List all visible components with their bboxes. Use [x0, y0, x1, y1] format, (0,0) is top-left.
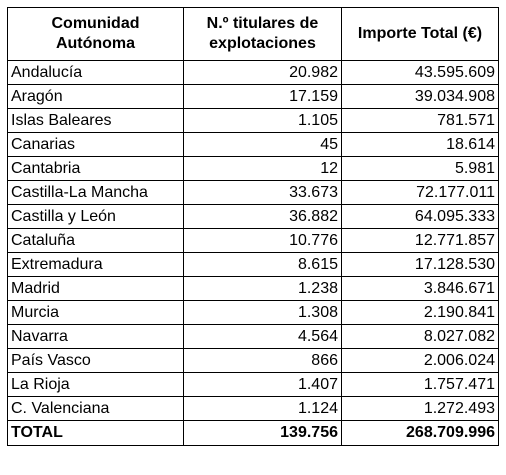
- cell-holders: 1.308: [183, 300, 342, 325]
- cell-amount: 43.595.609: [341, 60, 499, 85]
- cell-amount: 2.190.841: [341, 300, 499, 325]
- header-amount-label: Importe Total (€): [357, 25, 483, 42]
- cell-region: Andalucía: [7, 60, 184, 85]
- cell-region: Extremadura: [7, 252, 184, 277]
- cell-holders: 36.882: [183, 204, 342, 229]
- cell-region: Islas Baleares: [7, 108, 184, 133]
- cell-region: C. Valenciana: [7, 396, 184, 421]
- cell-holders: 12: [183, 156, 342, 181]
- cell-amount: 12.771.857: [341, 228, 499, 253]
- header-region-line-1: Comunidad: [51, 15, 140, 32]
- cell-region: Madrid: [7, 276, 184, 301]
- cell-amount: 64.095.333: [341, 204, 499, 229]
- cell-amount: 17.128.530: [341, 252, 499, 277]
- table-row: Navarra 4.564 8.027.082: [7, 324, 499, 349]
- cell-amount: 5.981: [341, 156, 499, 181]
- cell-region: País Vasco: [7, 348, 184, 373]
- cell-region: Castilla-La Mancha: [7, 180, 184, 205]
- table-row: Murcia 1.308 2.190.841: [7, 300, 499, 325]
- header-holders-line-2: explotaciones: [209, 35, 316, 52]
- header-amount: Importe Total (€): [341, 7, 499, 61]
- table-row: Cantabria 12 5.981: [7, 156, 499, 181]
- cell-amount: 2.006.024: [341, 348, 499, 373]
- table-row: Andalucía 20.982 43.595.609: [7, 60, 499, 85]
- cell-region: Navarra: [7, 324, 184, 349]
- table-container: Comunidad Autónoma N.º titulares de expl…: [7, 7, 499, 446]
- cell-amount: 39.034.908: [341, 84, 499, 109]
- header-holders: N.º titulares de explotaciones: [183, 7, 342, 61]
- cell-holders: 20.982: [183, 60, 342, 85]
- table-row: Castilla y León 36.882 64.095.333: [7, 204, 499, 229]
- table-row: País Vasco 866 2.006.024: [7, 348, 499, 373]
- cell-holders: 4.564: [183, 324, 342, 349]
- table-row: Islas Baleares 1.105 781.571: [7, 108, 499, 133]
- cell-amount: 18.614: [341, 132, 499, 157]
- cell-holders: 17.159: [183, 84, 342, 109]
- cell-holders: 8.615: [183, 252, 342, 277]
- header-region-line-2: Autónoma: [55, 35, 136, 52]
- cell-region: Canarias: [7, 132, 184, 157]
- cell-region: Aragón: [7, 84, 184, 109]
- cell-holders: 1.124: [183, 396, 342, 421]
- header-region: Comunidad Autónoma: [7, 7, 184, 61]
- cell-amount: 8.027.082: [341, 324, 499, 349]
- cell-holders: 866: [183, 348, 342, 373]
- table-row: La Rioja 1.407 1.757.471: [7, 372, 499, 397]
- table-row: C. Valenciana 1.124 1.272.493: [7, 396, 499, 421]
- cell-amount: 72.177.011: [341, 180, 499, 205]
- aid-by-region-table: Comunidad Autónoma N.º titulares de expl…: [7, 7, 499, 446]
- cell-holders: 1.105: [183, 108, 342, 133]
- table-row: Aragón 17.159 39.034.908: [7, 84, 499, 109]
- cell-region: Cantabria: [7, 156, 184, 181]
- cell-holders: 1.407: [183, 372, 342, 397]
- cell-amount: 781.571: [341, 108, 499, 133]
- cell-region: Cataluña: [7, 228, 184, 253]
- header-row: Comunidad Autónoma N.º titulares de expl…: [7, 7, 499, 61]
- total-row: TOTAL 139.756 268.709.996: [7, 420, 499, 446]
- cell-region: Castilla y León: [7, 204, 184, 229]
- cell-amount: 1.272.493: [341, 396, 499, 421]
- cell-region: La Rioja: [7, 372, 184, 397]
- table-row: Cataluña 10.776 12.771.857: [7, 228, 499, 253]
- cell-holders: 33.673: [183, 180, 342, 205]
- cell-amount: 1.757.471: [341, 372, 499, 397]
- cell-region: Murcia: [7, 300, 184, 325]
- table-row: Madrid 1.238 3.846.671: [7, 276, 499, 301]
- header-holders-line-1: N.º titulares de: [206, 15, 319, 32]
- table-row: Extremadura 8.615 17.128.530: [7, 252, 499, 277]
- total-amount: 268.709.996: [341, 420, 499, 446]
- table-row: Canarias 45 18.614: [7, 132, 499, 157]
- cell-amount: 3.846.671: [341, 276, 499, 301]
- cell-holders: 10.776: [183, 228, 342, 253]
- table-row: Castilla-La Mancha 33.673 72.177.011: [7, 180, 499, 205]
- total-holders: 139.756: [183, 420, 342, 446]
- total-label: TOTAL: [7, 420, 184, 446]
- cell-holders: 1.238: [183, 276, 342, 301]
- cell-holders: 45: [183, 132, 342, 157]
